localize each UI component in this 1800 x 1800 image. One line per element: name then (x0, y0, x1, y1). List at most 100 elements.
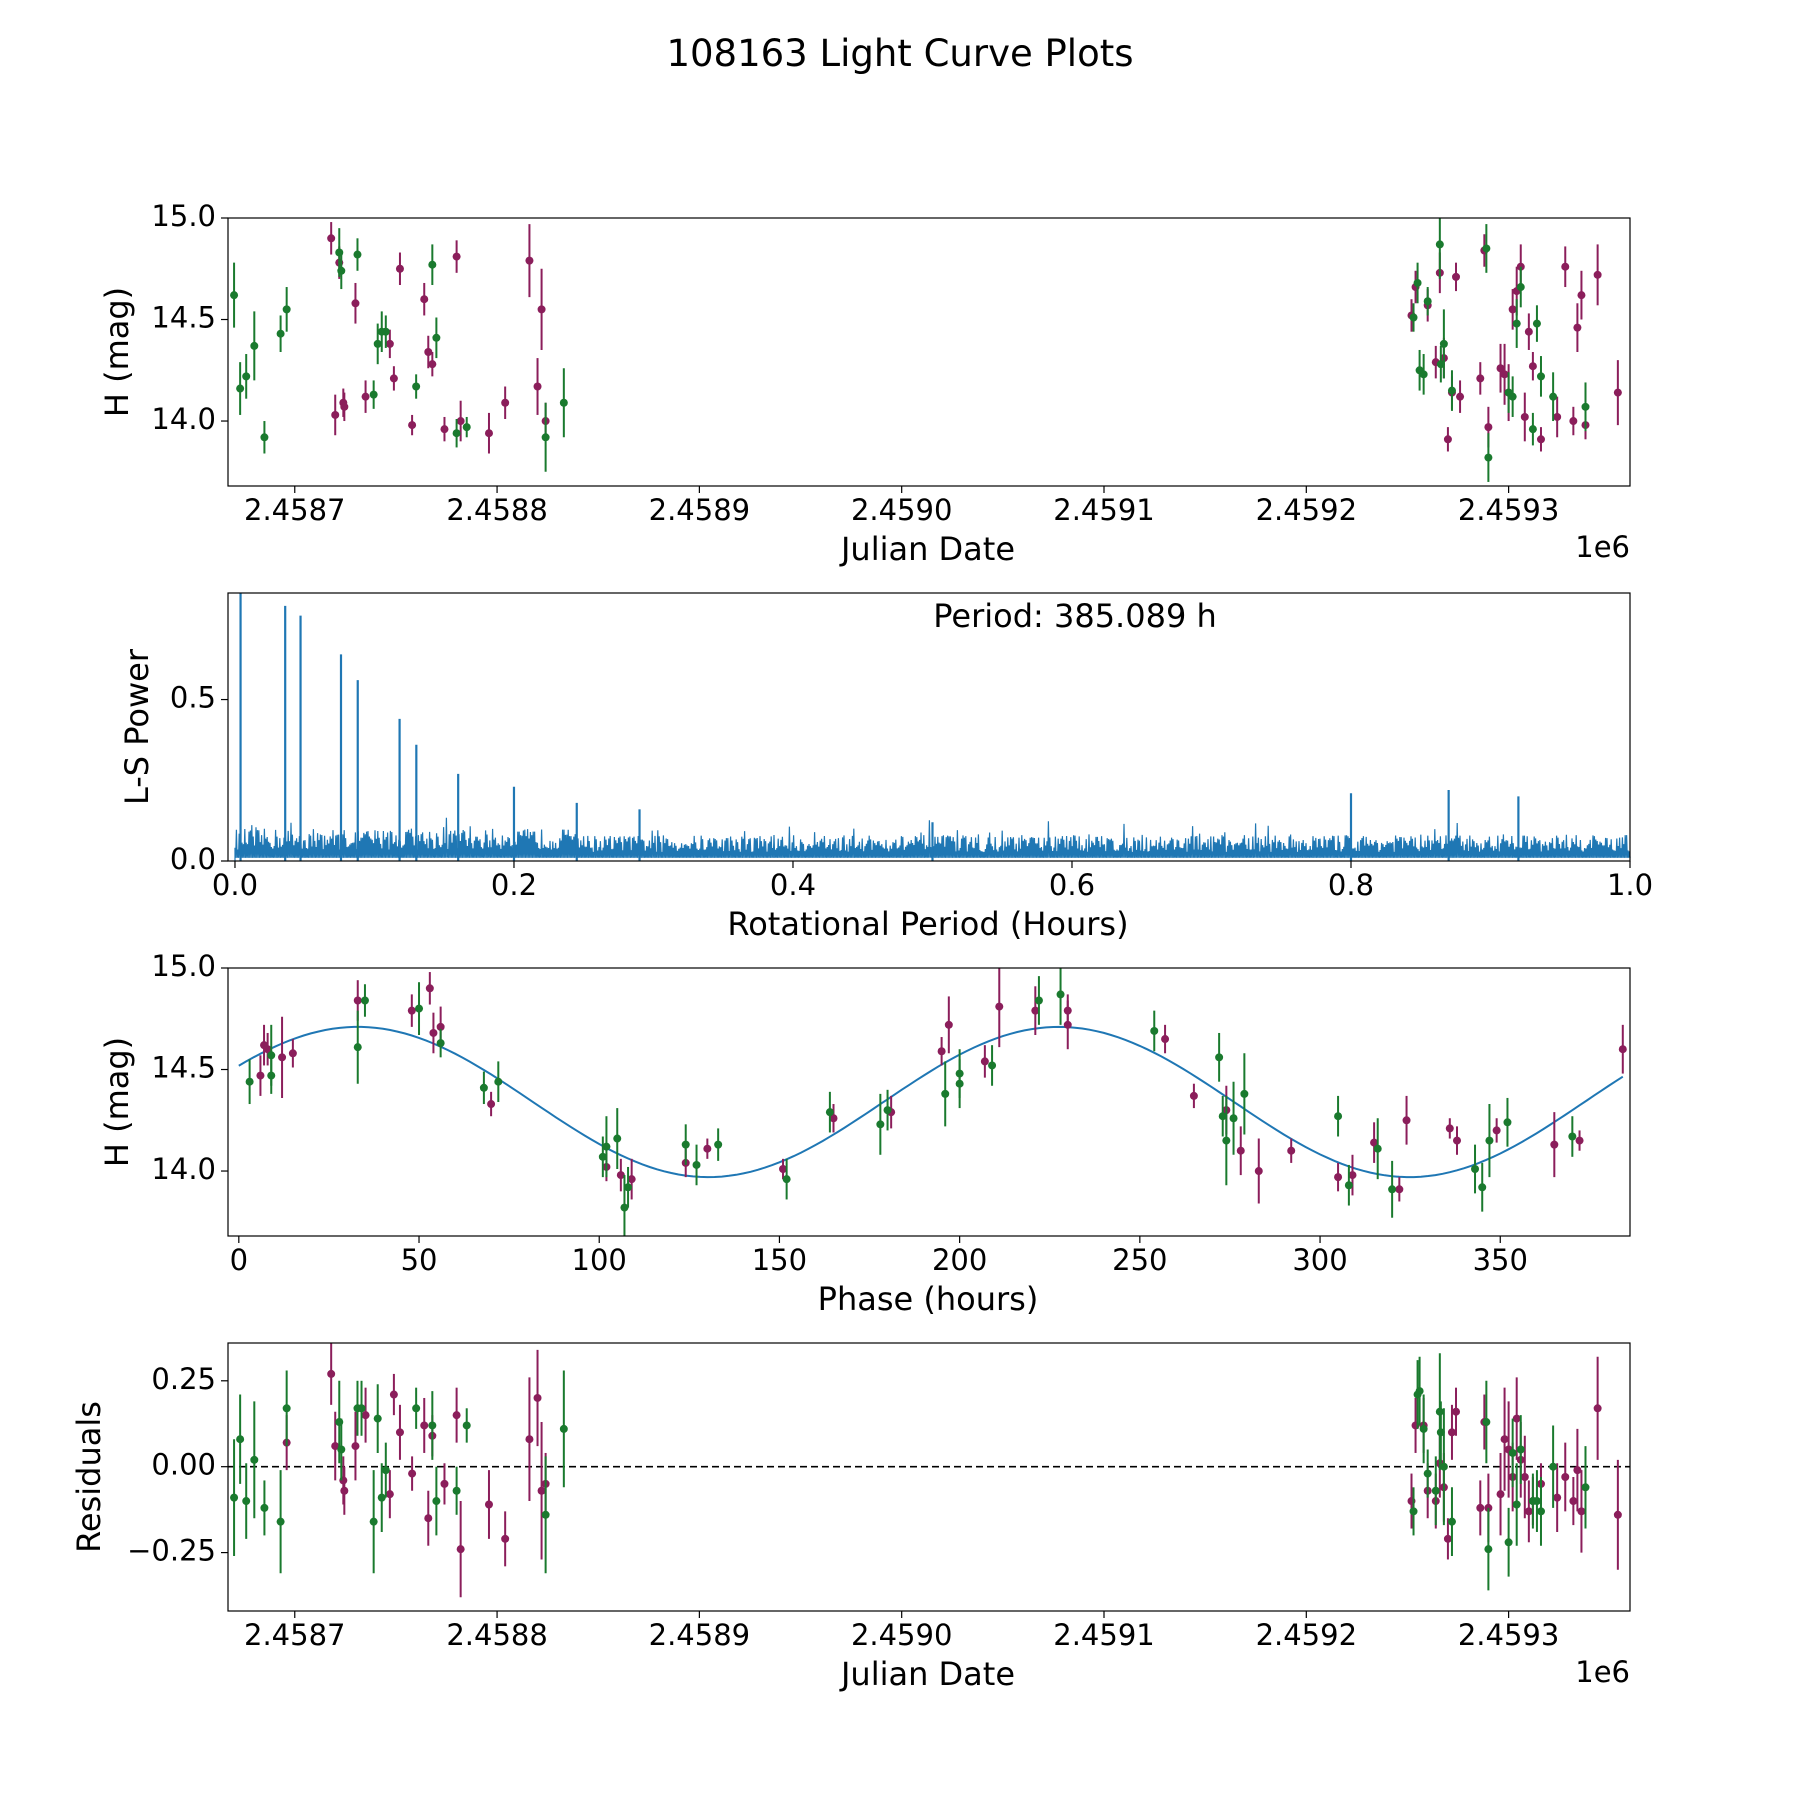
data-point (267, 1051, 276, 1060)
data-point (1476, 1503, 1485, 1512)
data-point (627, 1175, 636, 1184)
data-point (525, 1435, 534, 1444)
data-point (256, 1071, 265, 1080)
periodogram-y-axis-label: L-S Power (118, 648, 156, 805)
x-tick-label: 0.6 (1049, 868, 1095, 902)
y-tick-label: 14.5 (151, 301, 216, 335)
data-point (1516, 283, 1525, 292)
raw-x-axis-label: Julian Date (839, 530, 1015, 568)
periodogram-y-ticks: 0.0 0.5 (170, 681, 228, 876)
y-tick-label: 0.00 (151, 1448, 216, 1482)
x-tick-label: 2.4593 (1458, 493, 1559, 527)
data-point (369, 390, 378, 399)
x-tick-label: 350 (1473, 1243, 1528, 1277)
residuals-x-offset-label: 1e6 (1575, 1655, 1630, 1689)
data-point (432, 333, 441, 342)
data-point (1496, 1490, 1505, 1499)
data-point (1573, 1466, 1582, 1475)
raw-plot-frame (227, 217, 1631, 487)
data-point (1485, 1136, 1494, 1145)
data-point (1504, 1538, 1513, 1547)
y-tick-label: −0.25 (127, 1534, 216, 1568)
y-tick-label: 15.0 (151, 199, 216, 233)
y-tick-label: 14.5 (151, 1051, 216, 1085)
x-tick-label: 2.4589 (649, 493, 750, 527)
data-point (1439, 1462, 1448, 1471)
data-point (331, 1442, 340, 1451)
x-tick-label: 2.4592 (1256, 493, 1357, 527)
data-point (1240, 1089, 1249, 1098)
data-point (494, 1077, 503, 1086)
data-point (415, 1004, 424, 1013)
data-point (995, 1002, 1004, 1011)
x-tick-label: 2.4588 (446, 493, 547, 527)
data-point (1549, 1462, 1558, 1471)
x-tick-label: 150 (752, 1243, 807, 1277)
x-tick-label: 2.4591 (1053, 1618, 1154, 1652)
data-point (1431, 1486, 1440, 1495)
data-point (440, 425, 449, 434)
data-point (533, 382, 542, 391)
data-point (1536, 372, 1545, 381)
data-point (988, 1061, 997, 1070)
x-tick-label: 300 (1292, 1243, 1347, 1277)
data-point (1575, 1136, 1584, 1145)
y-tick-label: 0.0 (170, 842, 216, 876)
data-point (327, 1369, 336, 1378)
data-point (361, 1411, 370, 1420)
data-point (1550, 1140, 1559, 1149)
data-point (230, 291, 239, 300)
data-point (876, 1120, 885, 1129)
data-point (245, 1077, 254, 1086)
data-point (369, 1517, 378, 1526)
data-point (1402, 1116, 1411, 1125)
data-point (703, 1144, 712, 1153)
residuals-plot-frame (227, 1342, 1631, 1612)
data-point (937, 1047, 946, 1056)
data-point (1536, 1507, 1545, 1516)
data-point (361, 392, 370, 401)
data-point (1409, 1507, 1418, 1516)
data-point (1561, 1473, 1570, 1481)
y-tick-label: 14.0 (151, 402, 216, 436)
data-point (1254, 1167, 1263, 1176)
x-tick-label: 50 (401, 1243, 438, 1277)
x-tick-label: 2.4592 (1256, 1618, 1357, 1652)
data-point (1569, 417, 1578, 426)
data-point (353, 996, 362, 1005)
x-tick-label: 0.2 (491, 868, 537, 902)
data-point (242, 372, 251, 381)
phased-plot-frame (227, 967, 1631, 1237)
data-point (357, 1404, 366, 1413)
data-point (1373, 1144, 1382, 1153)
data-point (260, 433, 269, 442)
residuals-x-ticks: 2.4587 2.4588 2.4589 2.4590 2.4591 2.4592 2.45… (244, 1611, 1559, 1652)
x-tick-label: 2.4590 (851, 1618, 952, 1652)
data-point (1150, 1026, 1159, 1035)
data-point (276, 329, 285, 338)
data-point (1581, 1483, 1590, 1492)
data-point (250, 341, 259, 350)
data-point (1549, 392, 1558, 401)
data-point (1613, 388, 1622, 397)
data-point (1593, 270, 1602, 279)
data-point (432, 1497, 441, 1506)
data-point (425, 984, 434, 993)
period-annotation: Period: 385.089 h (933, 597, 1217, 635)
data-point (1503, 1118, 1512, 1127)
data-point (501, 398, 510, 407)
data-point (1222, 1136, 1231, 1145)
phased-x-axis-label: Phase (hours) (818, 1280, 1039, 1318)
data-point (1443, 435, 1452, 444)
data-point (1520, 1473, 1529, 1481)
data-point (484, 1500, 493, 1509)
data-point (381, 327, 390, 336)
x-tick-label: 2.4587 (244, 1618, 345, 1652)
data-point (1471, 1165, 1480, 1173)
data-point (1436, 1428, 1445, 1437)
data-point (1524, 1507, 1533, 1516)
x-tick-label: 0.0 (212, 868, 258, 902)
data-point (462, 1421, 471, 1430)
data-point (236, 1435, 245, 1444)
sinusoid-fit-line (238, 1025, 1624, 1179)
